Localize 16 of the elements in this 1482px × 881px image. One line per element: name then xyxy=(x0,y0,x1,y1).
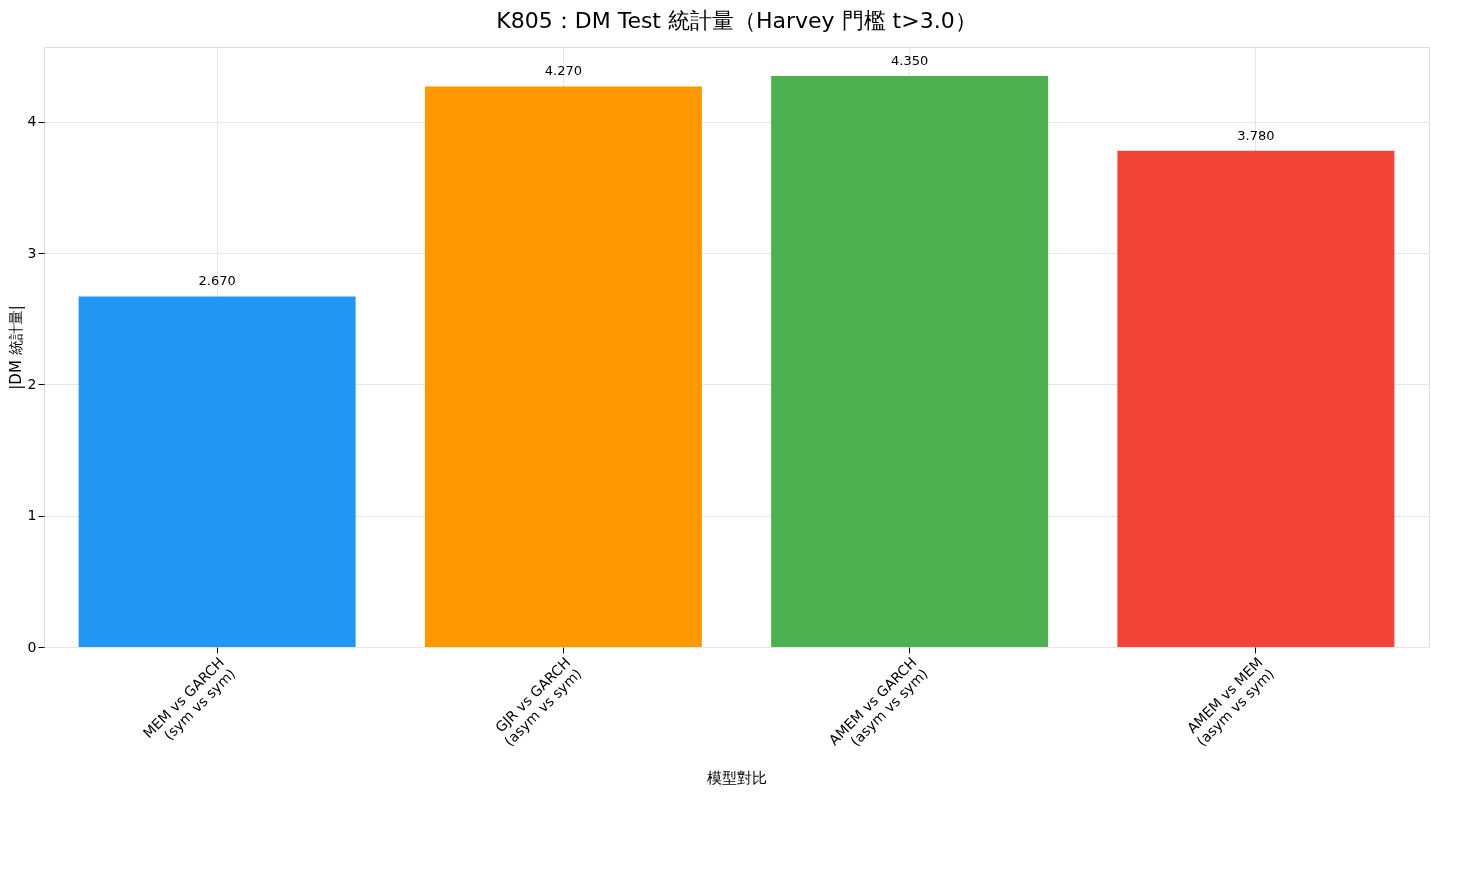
x-axis-title: 模型對比 xyxy=(707,769,767,788)
bar xyxy=(78,296,356,647)
y-tick-label: 4 xyxy=(27,113,37,130)
y-tick-label: 0 xyxy=(27,638,37,655)
bar xyxy=(1117,150,1395,647)
data-label: 4.270 xyxy=(544,63,582,79)
data-label: 4.350 xyxy=(891,52,929,68)
data-label: 2.670 xyxy=(198,273,236,289)
y-tick-label: 1 xyxy=(27,507,37,524)
bar xyxy=(771,75,1049,647)
data-label: 3.780 xyxy=(1237,127,1275,143)
chart-title: K805：DM Test 統計量（Harvey 門檻 t>3.0） xyxy=(496,8,977,33)
y-axis-title: |DM 統計量| xyxy=(6,305,25,390)
y-tick-label: 3 xyxy=(27,244,37,261)
y-tick-label: 2 xyxy=(27,375,37,392)
bar xyxy=(424,86,702,647)
